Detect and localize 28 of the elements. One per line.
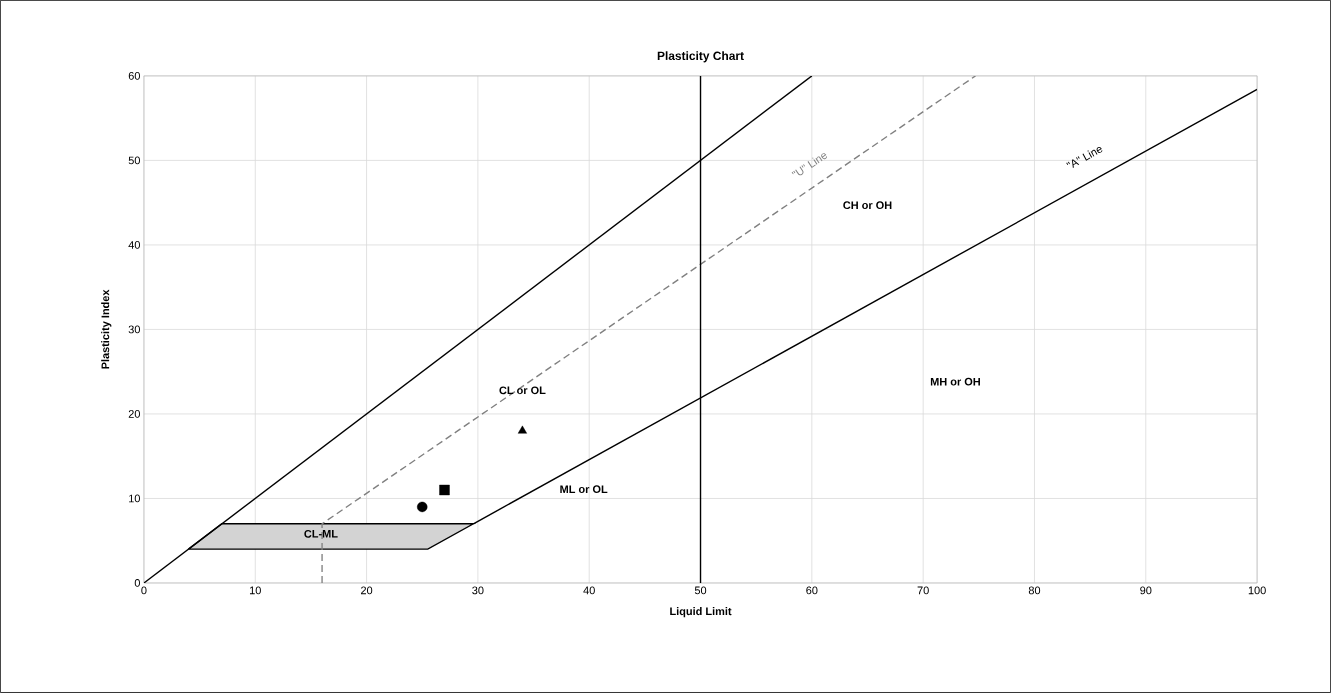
x-tick-label: 0 xyxy=(141,586,147,595)
annotation: CH or OH xyxy=(843,201,892,210)
x-tick-label: 70 xyxy=(917,586,929,595)
x-tick-label: 90 xyxy=(1140,586,1152,595)
annotation: MH or OH xyxy=(930,377,980,386)
chart-title: Plasticity Chart xyxy=(657,51,744,63)
y-tick-label: 30 xyxy=(128,325,140,334)
annotation: CL or OL xyxy=(499,386,546,395)
x-tick-label: 10 xyxy=(249,586,261,595)
x-tick-label: 100 xyxy=(1248,586,1266,595)
y-tick-label: 10 xyxy=(129,494,140,503)
x-tick-label: 80 xyxy=(1028,586,1041,595)
y-axis-title: Plasticity Index xyxy=(101,289,112,369)
x-axis-title: Liquid Limit xyxy=(670,607,732,618)
x-tick-label: 50 xyxy=(694,586,707,595)
annotation: ML or OL xyxy=(560,485,608,494)
y-tick-label: 20 xyxy=(128,410,140,418)
x-tick-label: 60 xyxy=(806,586,818,595)
y-tick-label: 60 xyxy=(128,72,140,80)
annotation: CL-ML xyxy=(304,529,338,538)
y-tick-label: 0 xyxy=(134,579,140,587)
x-tick-label: 20 xyxy=(361,586,373,595)
annotation: "A" Line xyxy=(1066,147,1103,169)
y-tick-label: 50 xyxy=(128,156,140,165)
y-tick-label: 40 xyxy=(128,241,140,249)
x-tick-label: 40 xyxy=(583,586,595,595)
annotation: "U" Line xyxy=(791,153,827,176)
x-tick-label: 30 xyxy=(472,586,484,595)
